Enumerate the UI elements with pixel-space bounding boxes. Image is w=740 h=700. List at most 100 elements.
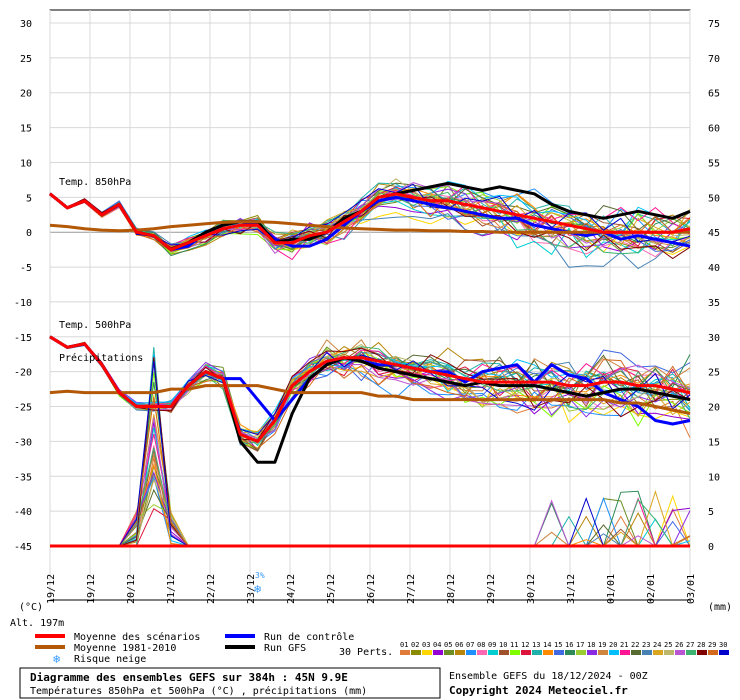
pert-number: 01: [400, 641, 408, 649]
x-tick-label: 28/12: [446, 574, 457, 604]
footer-box-left: [19, 667, 441, 699]
pert-swatch: [466, 650, 476, 655]
x-tick-label: 21/12: [166, 574, 177, 604]
right-tick-label: 60: [708, 124, 720, 135]
pert-number: 07: [466, 641, 474, 649]
right-tick-label: 65: [708, 89, 720, 100]
pert-number: 17: [576, 641, 584, 649]
pert-number: 16: [565, 641, 573, 649]
footer-copyright: Copyright 2024 Meteociel.fr: [449, 684, 628, 697]
left-tick-label: -35: [14, 472, 32, 483]
pert-number: 06: [455, 641, 463, 649]
pert-swatch: [609, 650, 619, 655]
pert-swatch: [411, 650, 421, 655]
x-tick-label: 31/12: [566, 574, 577, 604]
right-axis-unit: (mm): [708, 602, 732, 613]
footer-subtitle: Températures 850hPa et 500hPa (°C) , pré…: [30, 685, 367, 697]
left-tick-label: 30: [20, 19, 32, 30]
x-axis: 19/12 19/12 20/12 21/12 22/12 23/12 24/12 25/12…: [46, 574, 697, 604]
member-line: [49, 336, 691, 445]
pert-swatch: [587, 650, 597, 655]
right-tick-label: 10: [708, 472, 720, 483]
left-tick-label: -30: [14, 437, 32, 448]
left-tick-label: 25: [20, 54, 32, 65]
left-axis-unit: (°C): [19, 602, 43, 613]
main-series: [49, 181, 691, 548]
pert-number: 27: [686, 641, 694, 649]
right-tick-label: 20: [708, 403, 720, 414]
pert-swatch: [598, 650, 608, 655]
pert-number: 22: [631, 641, 639, 649]
pert-number: 23: [642, 641, 650, 649]
pert-swatch: [697, 650, 707, 655]
right-tick-label: 40: [708, 263, 720, 274]
pert-number: 18: [587, 641, 595, 649]
member-line: [49, 335, 691, 451]
left-tick-label: -45: [14, 542, 32, 553]
legend-label-perts: 30 Perts.: [339, 647, 393, 658]
left-tick-label: 20: [20, 89, 32, 100]
perturbation-legend: 01 02 03 04 05 06 07 08 09 10 11 12 13 14 15 16 17 18 19 20…: [400, 641, 729, 655]
pert-swatch: [708, 650, 718, 655]
left-axis: 30 25 20 15 10 5 0 -5 -10 -15 -20 -25 -30 -35 -40 -45: [14, 19, 32, 553]
legend-label-control: Run de contrôle: [264, 631, 354, 643]
pert-swatch: [477, 650, 487, 655]
mean-line-850: [49, 192, 691, 252]
snow-risk-percent: 3%: [255, 571, 265, 580]
legend: Moyenne des scénarios Moyenne 1981-2010 …: [35, 631, 729, 666]
left-tick-label: -40: [14, 507, 32, 518]
pert-swatch: [455, 650, 465, 655]
left-tick-label: -20: [14, 368, 32, 379]
x-tick-label: 30/12: [526, 574, 537, 604]
panel-label-500: Temp. 500hPa: [59, 320, 131, 331]
pert-number: 19: [598, 641, 606, 649]
member-line: [49, 193, 691, 252]
pert-number: 08: [477, 641, 485, 649]
x-tick-label: 27/12: [406, 574, 417, 604]
right-tick-label: 55: [708, 158, 720, 169]
right-tick-label: 45: [708, 228, 720, 239]
left-tick-label: 10: [20, 158, 32, 169]
x-tick-label: 25/12: [326, 574, 337, 604]
pert-swatch: [686, 650, 696, 655]
pert-swatch: [433, 650, 443, 655]
left-tick-label: -10: [14, 298, 32, 309]
pert-swatch: [499, 650, 509, 655]
mean-line-500: [49, 335, 691, 443]
right-tick-label: 35: [708, 298, 720, 309]
panel-label-850: Temp. 850hPa: [59, 177, 131, 188]
snowflake-legend-icon: ❄: [53, 652, 60, 666]
legend-label-mean: Moyenne des scénarios: [74, 631, 200, 643]
pert-number: 24: [653, 641, 661, 649]
climate-mean-line-850: [49, 220, 690, 234]
x-tick-label: 23/12: [246, 574, 257, 604]
right-tick-label: 30: [708, 333, 720, 344]
member-line: [49, 193, 691, 270]
x-tick-label: 19/12: [46, 574, 57, 604]
right-tick-label: 0: [708, 542, 714, 553]
x-tick-label: 29/12: [486, 574, 497, 604]
x-tick-label: 02/01: [646, 574, 657, 604]
legend-label-1981: Moyenne 1981-2010: [74, 643, 176, 654]
pert-number: 25: [664, 641, 672, 649]
pert-swatch: [631, 650, 641, 655]
pert-swatch: [488, 650, 498, 655]
right-tick-label: 25: [708, 368, 720, 379]
pert-number: 26: [675, 641, 683, 649]
pert-swatch: [653, 650, 663, 655]
pert-number: 14: [543, 641, 551, 649]
left-tick-label: 15: [20, 124, 32, 135]
x-tick-label: 22/12: [206, 574, 217, 604]
x-tick-label: 03/01: [686, 574, 697, 604]
right-tick-label: 70: [708, 54, 720, 65]
left-tick-label: 5: [26, 193, 32, 204]
pert-number: 02: [411, 641, 419, 649]
pert-number: 29: [708, 641, 716, 649]
pert-swatch: [422, 650, 432, 655]
right-tick-label: 15: [708, 437, 720, 448]
pert-number: 13: [532, 641, 540, 649]
snowflake-icon: ❄: [254, 582, 261, 596]
pert-swatch: [675, 650, 685, 655]
legend-label-gfs: Run GFS: [264, 643, 306, 654]
left-tick-label: -25: [14, 403, 32, 414]
